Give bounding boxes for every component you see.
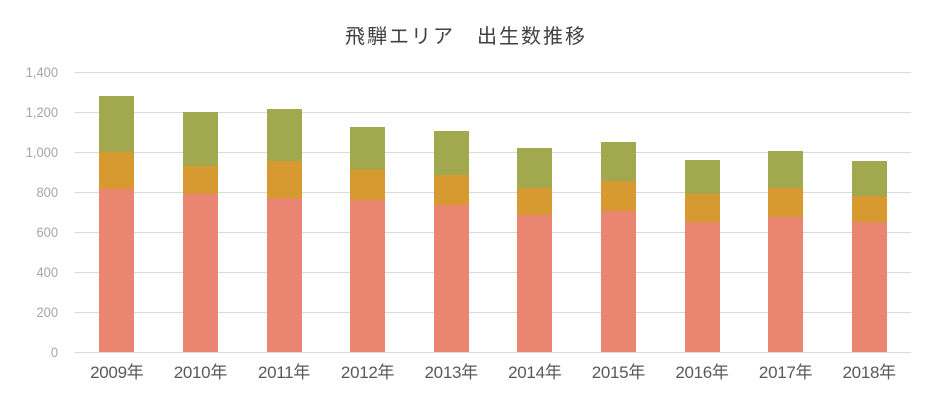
chart-title: 飛騨エリア 出生数推移 [345, 24, 587, 48]
y-axis-tick-label: 400 [36, 264, 58, 280]
x-axis-baseline [75, 351, 911, 353]
bar-segment-top [99, 96, 135, 152]
bar-segment-top [350, 127, 386, 170]
y-gridline [75, 151, 911, 153]
y-axis-tick-label: 1,000 [25, 144, 58, 160]
bar-segment-bottom [350, 200, 386, 352]
bar-segment-top [768, 151, 804, 188]
y-axis-tick-label: 600 [36, 224, 58, 240]
y-gridline [75, 231, 911, 233]
bar-segment-bottom [182, 194, 218, 352]
y-gridline [75, 111, 911, 113]
bar-segment-middle [851, 196, 887, 222]
y-gridline [75, 311, 911, 313]
bar-segment-bottom [517, 215, 553, 352]
bar-segment-top [182, 112, 218, 166]
bar-segment-middle [99, 152, 135, 189]
bar-segment-middle [350, 170, 386, 200]
y-gridline [75, 271, 911, 273]
x-axis-category-label: 2017年 [758, 363, 813, 382]
bar-segment-middle [768, 188, 804, 217]
y-axis-tick-label: 200 [36, 304, 58, 320]
x-axis-category-label: 2012年 [340, 363, 395, 382]
bar-segment-middle [684, 194, 720, 222]
bar-segment-middle [182, 166, 218, 194]
y-axis-tick-label: 0 [50, 344, 58, 360]
y-axis-tick-label: 1,400 [25, 64, 58, 80]
bar-segment-bottom [433, 205, 469, 352]
bar-segment-middle [517, 188, 553, 215]
x-axis-category-label: 2010年 [173, 363, 228, 382]
y-axis-tick-label: 800 [36, 184, 58, 200]
x-axis-category-label: 2015年 [591, 363, 646, 382]
bar-segment-top [600, 142, 636, 181]
y-gridline [75, 71, 911, 73]
bar-segment-top [433, 131, 469, 175]
y-gridline [75, 191, 911, 193]
y-axis-tick-label: 1,200 [25, 104, 58, 120]
bar-segment-top [517, 148, 553, 188]
x-axis-category-label: 2011年 [257, 363, 311, 382]
bar-segment-top [851, 161, 887, 196]
bar-segment-bottom [684, 222, 720, 352]
x-axis-category-label: 2009年 [90, 363, 144, 382]
bar-segment-bottom [851, 222, 887, 352]
bar-segment-top [684, 160, 720, 194]
x-axis-category-label: 2013年 [424, 363, 479, 382]
x-axis-category-label: 2018年 [842, 363, 897, 382]
bar-segment-bottom [768, 217, 804, 352]
bar-segment-bottom [266, 198, 302, 352]
x-axis-category-label: 2016年 [675, 363, 729, 382]
bar-segment-middle [433, 175, 469, 205]
bar-segment-top [266, 109, 302, 161]
bar-segment-middle [266, 161, 302, 198]
bar-segment-middle [600, 181, 636, 211]
x-axis-category-label: 2014年 [508, 363, 562, 382]
bar-segment-bottom [99, 189, 135, 352]
bar-segment-bottom [600, 211, 636, 352]
